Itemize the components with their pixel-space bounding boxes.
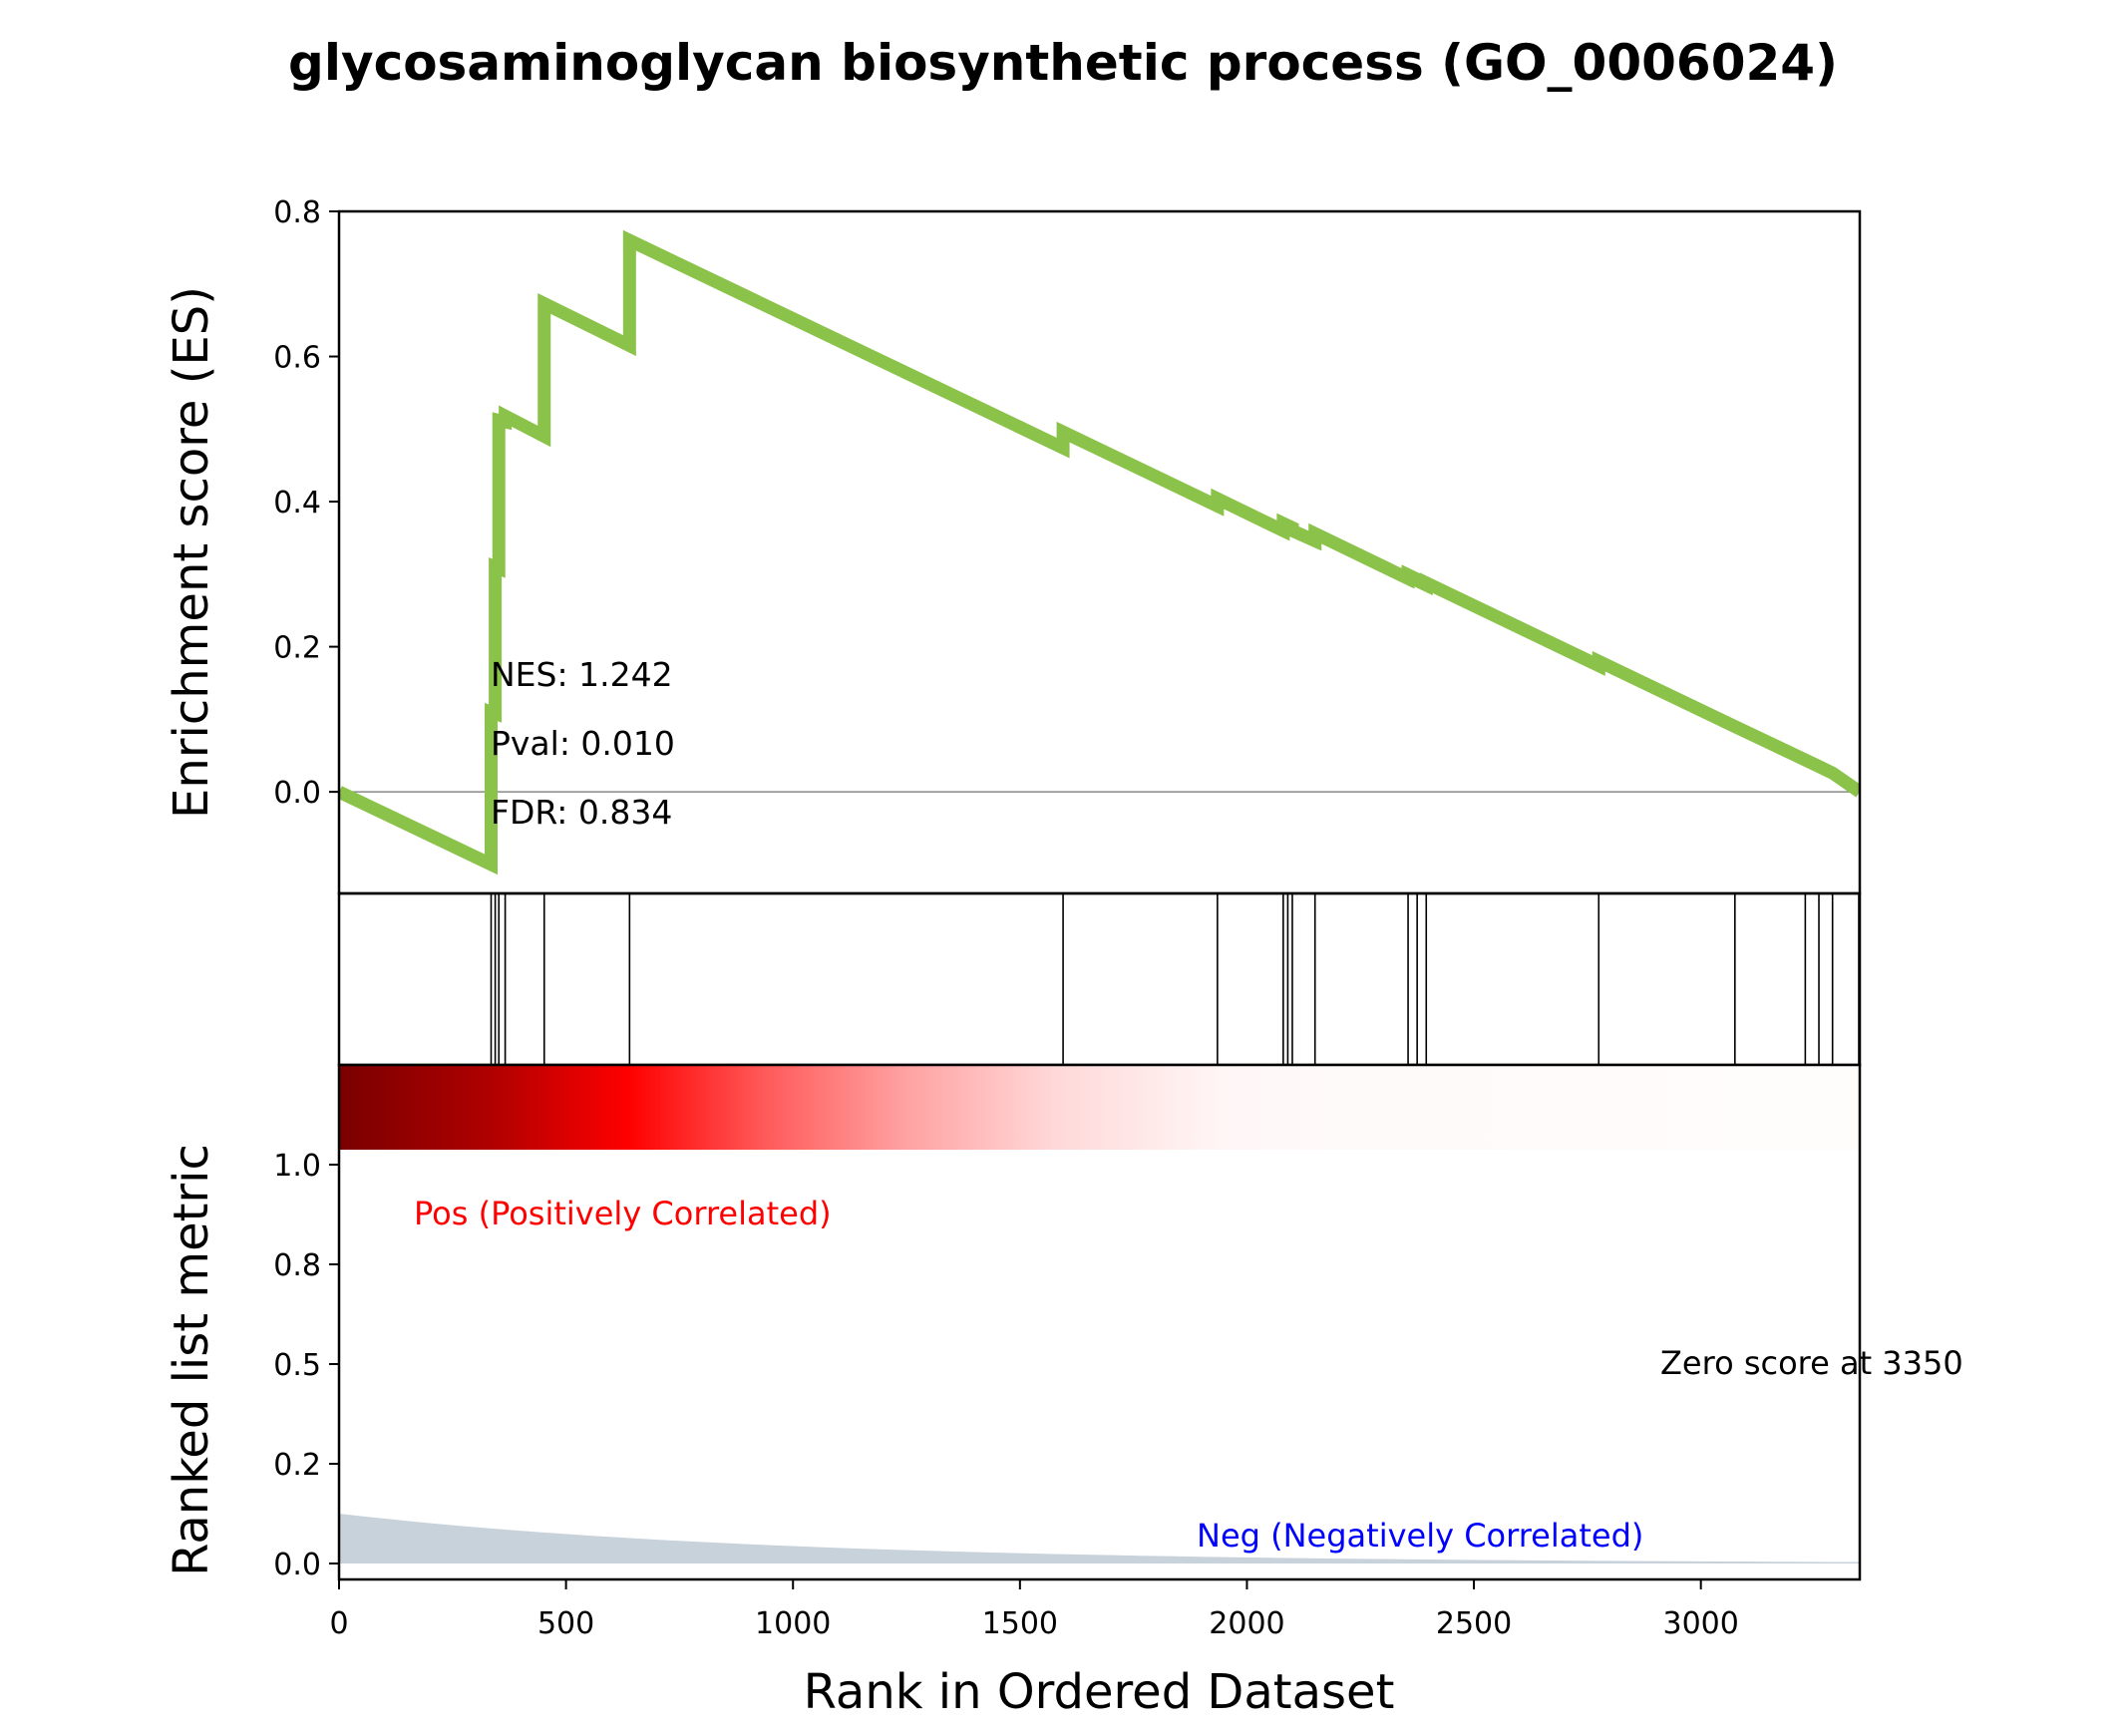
x-axis-label: Rank in Ordered Dataset xyxy=(804,1664,1395,1720)
x-tick-label: 3000 xyxy=(1662,1606,1738,1641)
x-tick-label: 1500 xyxy=(982,1606,1058,1641)
es-line xyxy=(339,229,1860,875)
x-tick-label: 500 xyxy=(537,1606,594,1641)
rank-panel-frame xyxy=(337,1063,1862,1581)
rank-y-tick-label: 1.0 xyxy=(273,1149,321,1184)
positive-correlation-label: Pos (Positively Correlated) xyxy=(414,1195,832,1232)
es-y-tick-label: 0.4 xyxy=(273,486,321,521)
es-y-tick-label: 0.2 xyxy=(273,631,321,666)
negative-correlation-label: Neg (Negatively Correlated) xyxy=(1197,1517,1643,1555)
x-tick-label: 1000 xyxy=(755,1606,831,1641)
nes-label: NES: 1.242 xyxy=(491,655,673,694)
x-tick-label: 2500 xyxy=(1436,1606,1512,1641)
fdr-label: FDR: 0.834 xyxy=(491,793,672,832)
ranked-list-panel: 0.0 0.2 0.5 0.8 1.0 Ranked list metric Pos (… xyxy=(164,1063,1963,1582)
chart-title: glycosaminoglycan biosynthetic process (… xyxy=(288,34,1838,92)
es-y-tick-label: 0.0 xyxy=(273,776,321,811)
ranked-metric-area xyxy=(339,1514,1860,1563)
rank-heatmap-bar xyxy=(340,1066,1859,1150)
rank-y-axis-label: Ranked list metric xyxy=(164,1144,219,1576)
rank-y-tick-label: 0.0 xyxy=(273,1548,321,1582)
es-y-axis-label: Enrichment score (ES) xyxy=(164,286,219,819)
rank-y-tick-label: 0.5 xyxy=(273,1348,321,1383)
rank-y-tick-label: 0.2 xyxy=(273,1448,321,1483)
zero-score-label: Zero score at 3350 xyxy=(1660,1344,1963,1382)
x-tick-label: 2000 xyxy=(1209,1606,1284,1641)
enrichment-score-panel: 0.0 0.2 0.4 0.6 0.8 Enrichment score (ES) NE… xyxy=(164,195,1862,895)
hits-panel-frame xyxy=(337,891,1862,1067)
hit-positions-panel xyxy=(337,891,1862,1067)
pval-label: Pval: 0.010 xyxy=(491,724,675,763)
es-y-tick-label: 0.6 xyxy=(273,341,321,376)
rank-y-tick-label: 0.8 xyxy=(273,1248,321,1283)
es-y-tick-label: 0.8 xyxy=(273,195,321,230)
x-tick-label: 0 xyxy=(329,1606,348,1641)
